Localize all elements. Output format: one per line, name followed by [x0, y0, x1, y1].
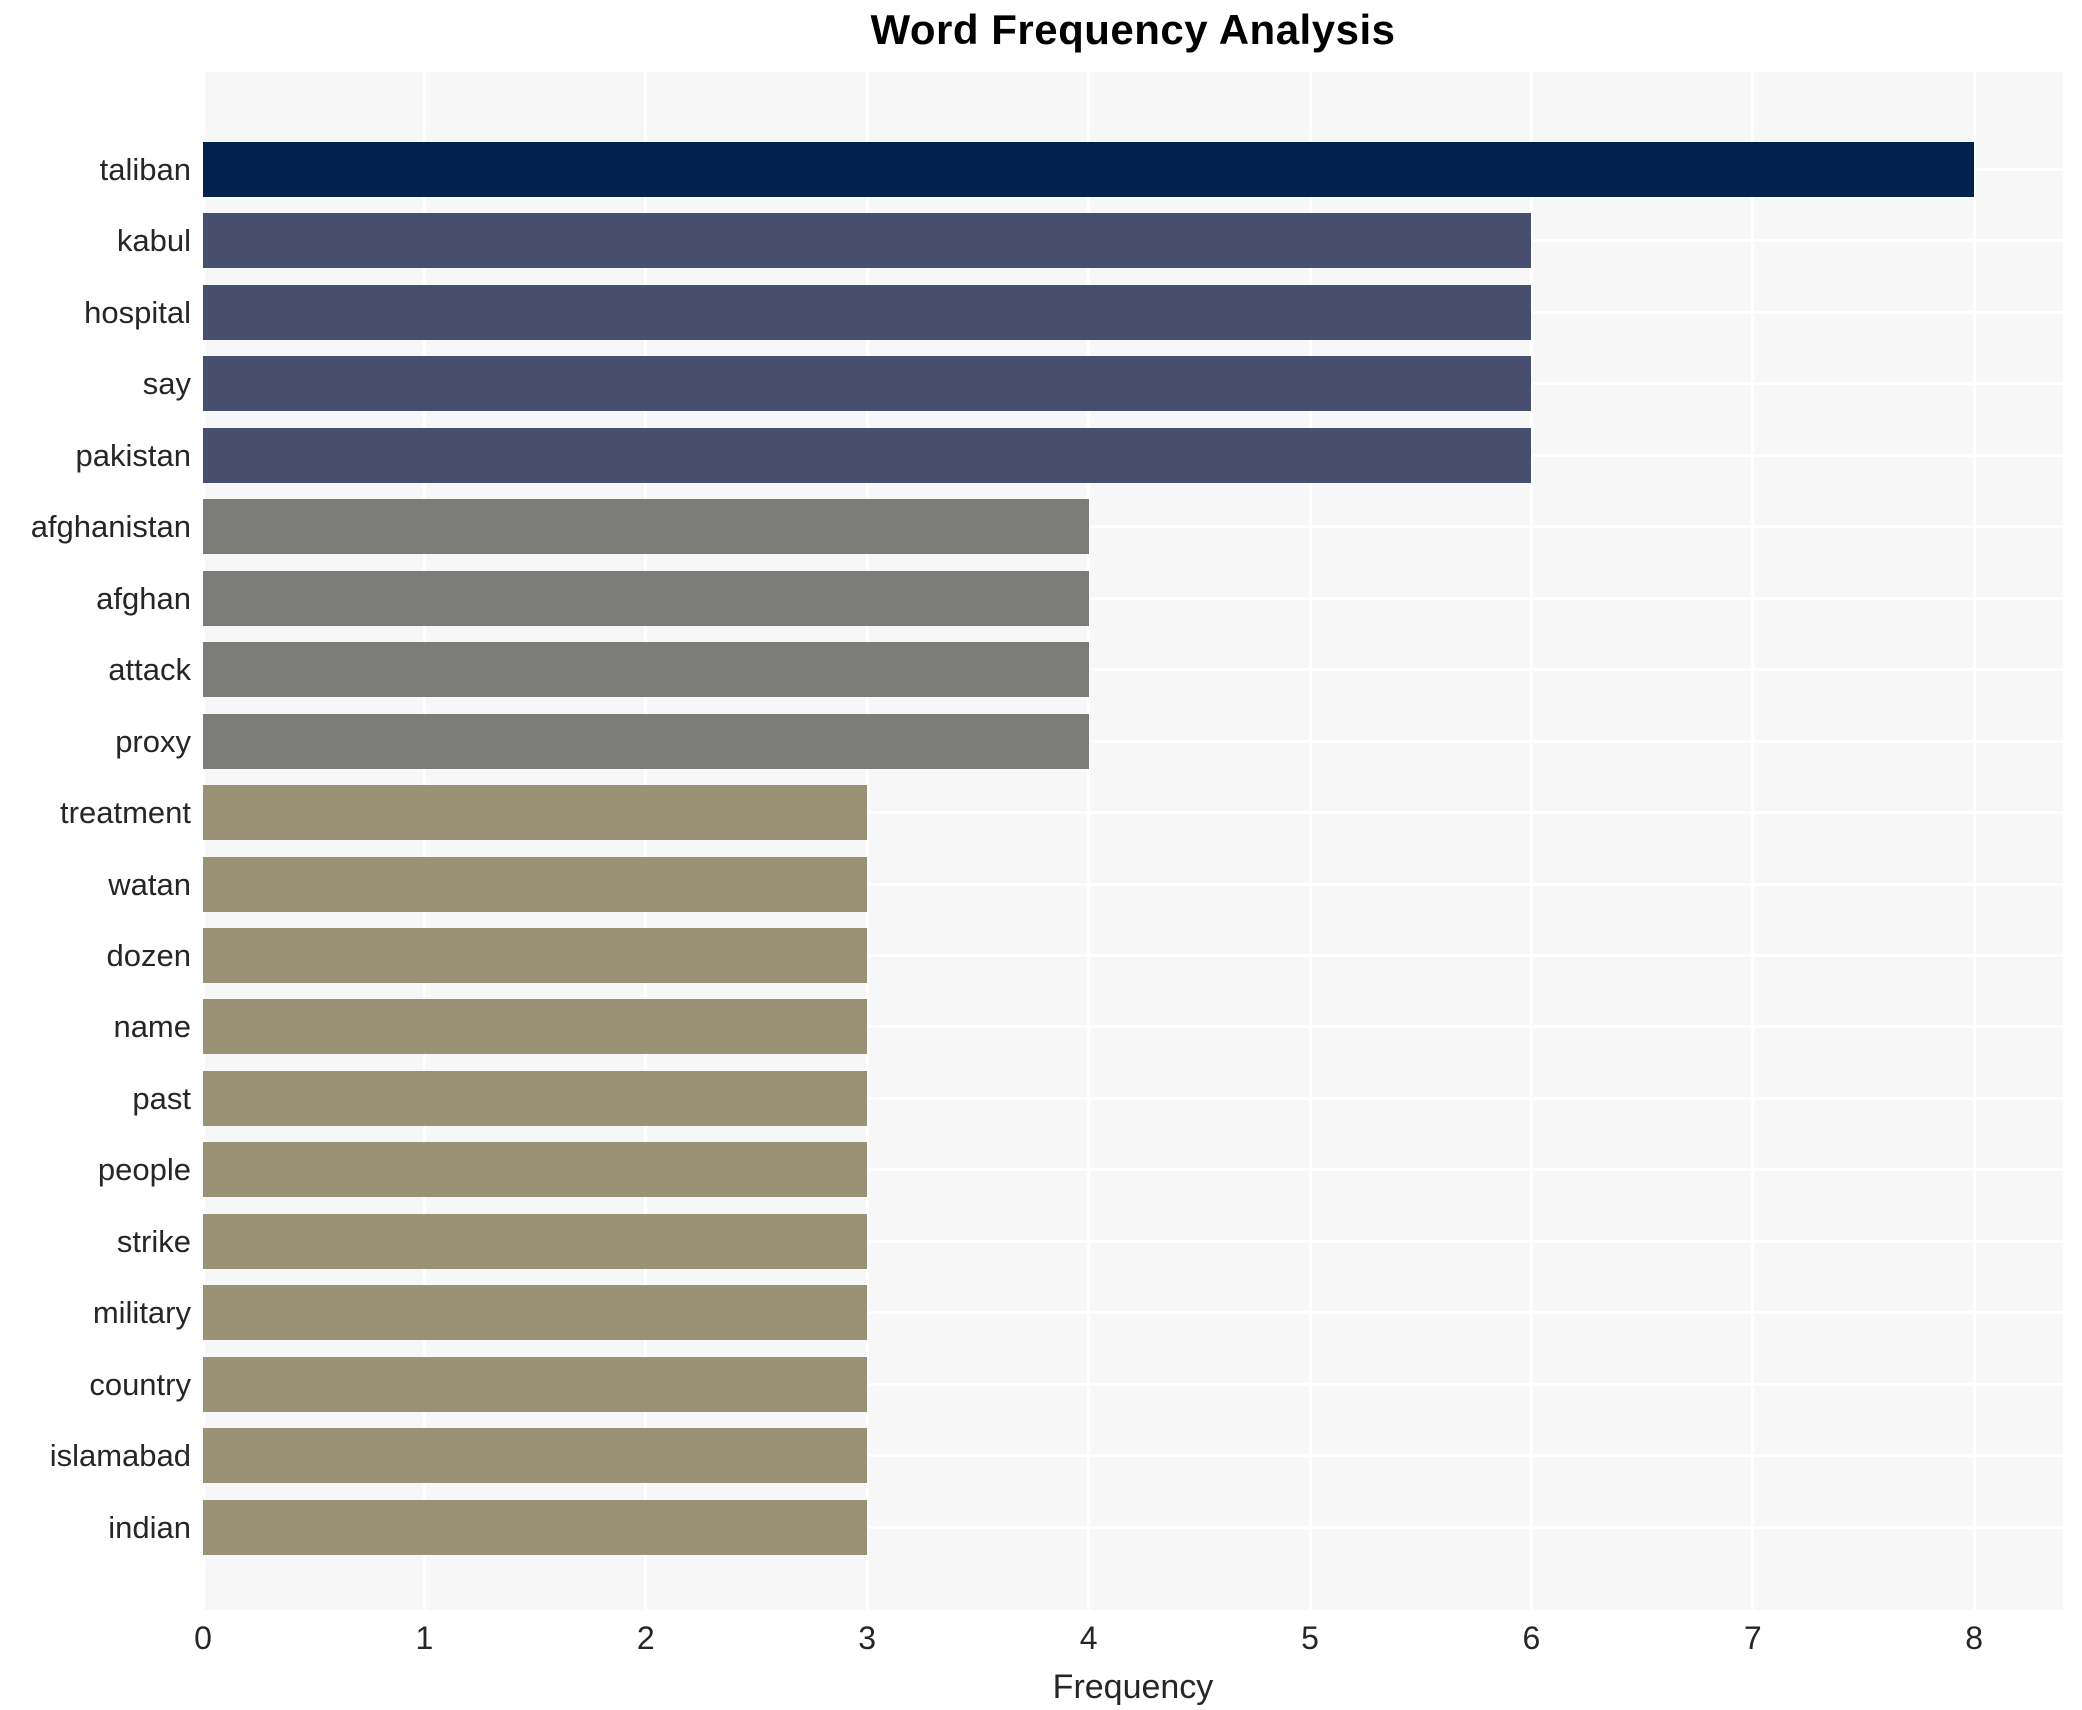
horizontal-gridline [203, 1096, 2063, 1100]
horizontal-gridline [203, 1454, 2063, 1458]
vertical-gridline [1751, 72, 1755, 1610]
horizontal-gridline [203, 1025, 2063, 1029]
horizontal-gridline [203, 739, 2063, 743]
y-tick-label-afghanistan: afghanistan [30, 509, 191, 545]
vertical-gridline [1087, 72, 1091, 1610]
chart-title: Word Frequency Analysis [870, 6, 1396, 53]
y-tick-label-pakistan: pakistan [75, 437, 191, 473]
y-tick-label-treatment: treatment [60, 795, 191, 831]
y-tick-label-past: past [132, 1080, 191, 1116]
y-tick-label-strike: strike [116, 1223, 191, 1259]
bar-strike [203, 1213, 868, 1269]
bar-past [203, 1070, 868, 1126]
y-tick-label-hospital: hospital [84, 294, 191, 330]
bar-people [203, 1142, 868, 1198]
y-tick-label-people: people [97, 1152, 191, 1188]
vertical-gridline [203, 72, 205, 1610]
y-tick-label-attack: attack [108, 652, 191, 688]
vertical-gridline [644, 72, 648, 1610]
x-tick-label-4: 4 [1079, 1620, 1098, 1656]
x-tick-label-2: 2 [636, 1620, 655, 1656]
horizontal-gridline [203, 1382, 2063, 1386]
horizontal-gridline [203, 668, 2063, 672]
vertical-gridline [422, 72, 426, 1610]
vertical-gridline [1529, 72, 1533, 1610]
y-tick-label-watan: watan [108, 866, 191, 902]
horizontal-gridline [203, 525, 2063, 529]
bar-indian [203, 1499, 868, 1555]
vertical-gridline [1308, 72, 1312, 1610]
bar-say [203, 356, 1532, 412]
bar-watan [203, 856, 868, 912]
x-tick-label-0: 0 [194, 1620, 212, 1656]
horizontal-gridline [203, 1525, 2063, 1529]
plot-area [203, 72, 2063, 1610]
y-tick-label-proxy: proxy [115, 723, 191, 759]
bar-name [203, 999, 868, 1055]
y-tick-label-taliban: taliban [99, 152, 191, 187]
y-tick-label-islamabad: islamabad [49, 1438, 191, 1474]
horizontal-gridline [203, 811, 2063, 815]
horizontal-gridline [203, 596, 2063, 600]
x-tick-label-3: 3 [858, 1620, 877, 1656]
bar-taliban [203, 142, 1975, 197]
y-tick-label-indian: indian [108, 1509, 191, 1545]
horizontal-gridline [203, 882, 2063, 886]
vertical-gridline [865, 72, 869, 1610]
y-tick-label-afghan: afghan [96, 580, 191, 616]
bar-treatment [203, 785, 868, 841]
vertical-gridline [1972, 72, 1976, 1610]
horizontal-gridline [203, 1239, 2063, 1243]
y-tick-label-say: say [142, 366, 191, 402]
bar-afghan [203, 570, 1089, 626]
horizontal-gridline [203, 1168, 2063, 1172]
y-tick-label-name: name [113, 1009, 191, 1045]
bar-dozen [203, 927, 868, 983]
y-tick-label-kabul: kabul [116, 223, 191, 259]
x-tick-label-6: 6 [1522, 1620, 1541, 1656]
bar-military [203, 1285, 868, 1341]
bar-afghanistan [203, 499, 1089, 555]
bar-hospital [203, 284, 1532, 340]
horizontal-gridline [203, 953, 2063, 957]
horizontal-gridline [203, 1311, 2063, 1315]
x-tick-label-7: 7 [1743, 1620, 1762, 1656]
bar-islamabad [203, 1428, 868, 1484]
y-tick-label-country: country [89, 1366, 191, 1402]
bar-proxy [203, 713, 1089, 769]
bar-pakistan [203, 427, 1532, 483]
bar-country [203, 1356, 868, 1412]
x-tick-label-5: 5 [1301, 1620, 1319, 1656]
x-tick-label-8: 8 [1965, 1620, 1984, 1656]
y-tick-label-dozen: dozen [106, 937, 191, 973]
y-tick-label-military: military [92, 1295, 191, 1331]
bar-attack [203, 642, 1089, 698]
x-axis-title: Frequency [1052, 1668, 1214, 1706]
x-tick-label-1: 1 [415, 1620, 434, 1656]
bar-kabul [203, 213, 1532, 269]
